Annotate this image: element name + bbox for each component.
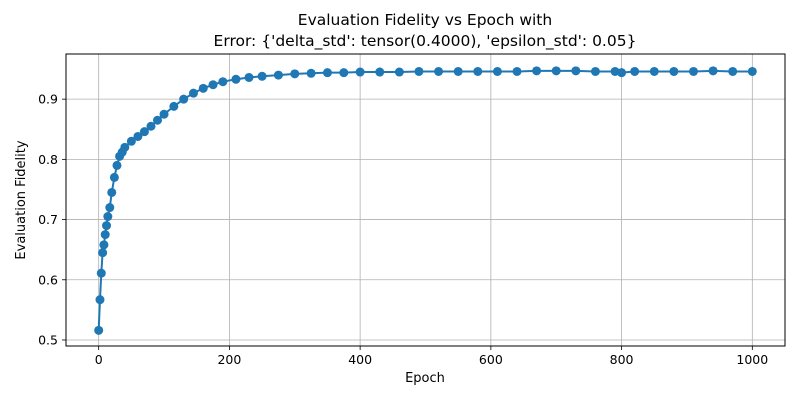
data-point	[492, 66, 502, 76]
data-point	[728, 66, 738, 76]
data-point	[179, 94, 189, 104]
data-point	[231, 74, 241, 84]
data-point	[146, 121, 156, 131]
data-point	[94, 325, 104, 335]
data-point	[244, 72, 254, 82]
data-point	[139, 127, 149, 137]
data-point	[133, 131, 143, 141]
data-point	[434, 66, 444, 76]
grid-lines	[66, 54, 785, 346]
data-point	[126, 136, 136, 146]
data-point	[102, 221, 112, 231]
data-point	[355, 67, 365, 77]
y-axis-ticks: 0.5 0.6 0.7 0.8 0.9	[38, 92, 66, 347]
data-point	[394, 67, 404, 77]
data-point	[99, 240, 109, 250]
data-point	[107, 187, 117, 197]
x-tick-label: 200	[217, 352, 241, 367]
data-point	[669, 66, 679, 76]
data-point	[98, 248, 108, 258]
data-point	[551, 66, 561, 76]
data-point	[198, 83, 208, 93]
y-tick-label: 0.7	[38, 212, 58, 227]
x-tick-label: 0	[95, 352, 103, 367]
data-point	[473, 66, 483, 76]
data-point	[375, 67, 385, 77]
data-point	[571, 66, 581, 76]
y-tick-label: 0.5	[38, 332, 58, 347]
data-point	[290, 69, 300, 79]
y-tick-label: 0.8	[38, 152, 58, 167]
data-point	[153, 115, 163, 125]
data-point	[120, 142, 130, 152]
y-tick-label: 0.6	[38, 272, 58, 287]
y-tick-label: 0.9	[38, 92, 58, 107]
chart-title-line-2: Error: {'delta_std': tensor(0.4000), 'ep…	[214, 32, 637, 51]
data-point	[112, 160, 122, 170]
data-point	[218, 77, 228, 87]
y-axis-label: Evaluation Fidelity	[14, 140, 29, 259]
x-tick-label: 400	[348, 352, 372, 367]
data-point	[273, 70, 283, 80]
data-point	[747, 66, 757, 76]
data-point	[95, 295, 105, 305]
plot-frame	[65, 53, 786, 347]
data-point	[322, 68, 332, 78]
data-point	[453, 66, 463, 76]
x-tick-label: 1000	[736, 352, 768, 367]
data-point	[339, 68, 349, 78]
data-point	[649, 66, 659, 76]
data-point	[208, 80, 218, 90]
data-point	[708, 66, 718, 76]
series-line	[94, 66, 757, 335]
x-tick-label: 800	[610, 352, 634, 367]
data-point	[590, 66, 600, 76]
data-point	[100, 230, 110, 240]
x-axis-ticks: 0 200 400 600 800 1000	[95, 346, 768, 367]
data-point	[532, 66, 542, 76]
data-point	[188, 88, 198, 98]
x-axis-label: Epoch	[405, 371, 445, 386]
data-point	[306, 68, 316, 78]
x-tick-label: 600	[479, 352, 503, 367]
data-point	[169, 101, 179, 111]
data-point	[105, 203, 115, 213]
data-point	[617, 68, 627, 78]
data-point	[109, 172, 119, 182]
data-point	[159, 109, 169, 119]
data-point	[688, 66, 698, 76]
chart-title-line-1: Evaluation Fidelity vs Epoch with	[298, 11, 552, 29]
data-point	[257, 71, 267, 81]
data-point	[630, 66, 640, 76]
series-path	[97, 69, 753, 331]
data-point	[512, 66, 522, 76]
data-point	[103, 212, 113, 222]
data-point	[96, 268, 106, 278]
data-point	[414, 66, 424, 76]
